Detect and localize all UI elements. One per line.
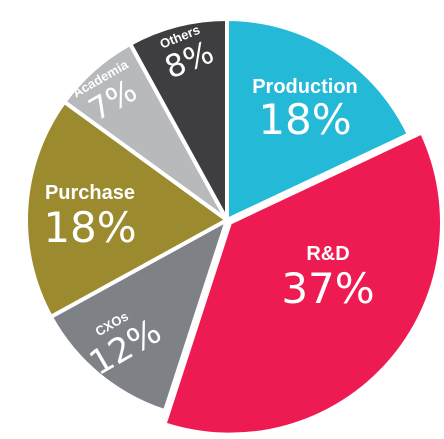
slice-r-d	[162, 130, 444, 437]
slice-label-production: Production	[252, 76, 358, 98]
slice-label-group-purchase: Purchase 18%	[43, 182, 136, 252]
slice-label-group-production: Production 18%	[252, 76, 358, 144]
slice-label-purchase: Purchase	[45, 182, 135, 204]
slice-value-rnd: 37%	[281, 264, 374, 313]
slice-value-production: 18%	[258, 95, 351, 144]
slice-value-purchase: 18%	[43, 203, 136, 252]
pie-slices	[24, 17, 444, 437]
slice-label-group-rnd: R&D 37%	[281, 243, 374, 313]
slice-production	[225, 17, 411, 222]
slice-cxos	[48, 218, 229, 414]
slice-others	[128, 17, 229, 222]
slice-purchase	[24, 99, 229, 319]
slice-label-rnd: R&D	[306, 243, 349, 265]
